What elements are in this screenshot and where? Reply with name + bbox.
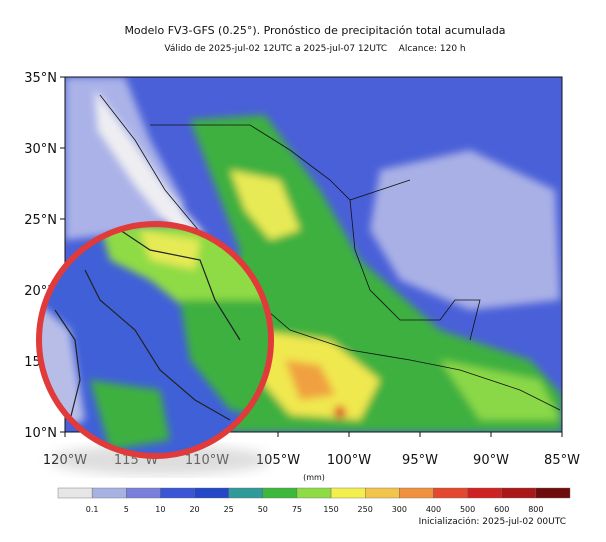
colorbar-label: 150 — [323, 505, 338, 514]
colorbar-label: 10 — [155, 505, 165, 514]
colorbar-label: 400 — [426, 505, 441, 514]
colorbar-label: 5 — [124, 505, 129, 514]
colorbar-swatch — [535, 487, 571, 499]
subtitle: Válido de 2025-jul-02 12UTC a 2025-jul-0… — [164, 44, 465, 54]
zoom-shadow — [50, 445, 270, 475]
colorbar-swatch — [194, 487, 229, 499]
colorbar-label: 600 — [494, 505, 509, 514]
colorbar-label: 800 — [528, 505, 543, 514]
colorbar-label: 500 — [460, 505, 475, 514]
colorbar-swatch — [91, 487, 127, 499]
map-frame — [64, 76, 563, 433]
colorbar-swatch — [126, 487, 161, 499]
colorbar-swatch — [467, 487, 502, 499]
lat-label: 10°N — [24, 426, 57, 441]
colorbar-label: 250 — [358, 505, 373, 514]
colorbar-swatch — [433, 487, 468, 499]
init: Inicialización: 2025-jul-02 00UTC — [419, 516, 566, 527]
lat-label: 35°N — [24, 71, 57, 86]
colorbar: 0.1 5 10 20 25 50 75 150 250 300 400 500 600 800 — [57, 487, 571, 514]
lat-label: 25°N — [24, 213, 57, 228]
colorbar-swatch — [228, 487, 264, 499]
colorbar-swatch — [399, 487, 434, 499]
lon-label: 95°W — [402, 453, 438, 468]
lon-label: 100°W — [327, 453, 371, 468]
colorbar-label: 50 — [258, 505, 268, 514]
colorbar-label: 0.1 — [86, 505, 99, 514]
title: Modelo FV3-GFS (0.25°). Pronóstico de pr… — [124, 24, 505, 37]
colorbar-swatch — [365, 487, 400, 499]
colorbar-swatch — [57, 487, 93, 499]
colorbar-swatch — [501, 487, 537, 499]
colorbar-swatch — [262, 487, 298, 499]
lon-label: 85°W — [544, 453, 580, 468]
colorbar-label: 75 — [292, 505, 302, 514]
colorbar-label: 300 — [392, 505, 407, 514]
colorbar-label: 25 — [224, 505, 234, 514]
colorbar-swatch — [160, 487, 195, 499]
lat-label: 30°N — [24, 142, 57, 157]
colorbar-swatch — [296, 487, 332, 499]
colorbar-label: 20 — [189, 505, 199, 514]
colorbar-swatch — [330, 487, 366, 499]
lon-label: 90°W — [473, 453, 509, 468]
zoom-ring — [36, 221, 274, 459]
unit: (mm) — [303, 473, 325, 482]
